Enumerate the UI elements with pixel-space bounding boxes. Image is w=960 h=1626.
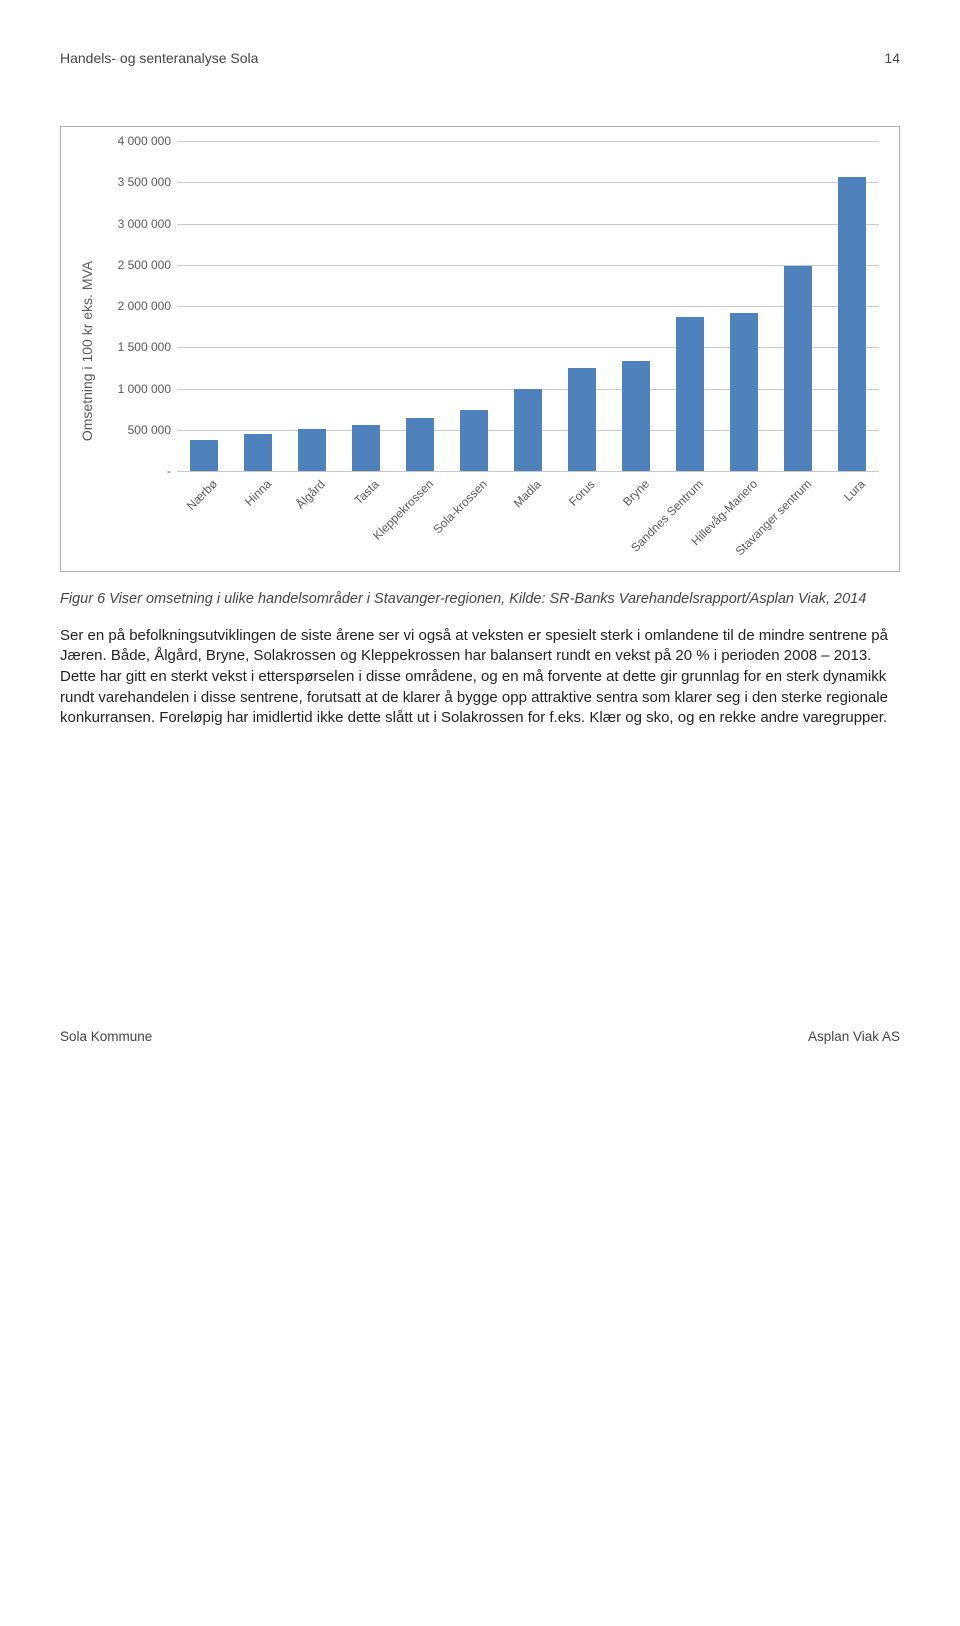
y-tick-label: - xyxy=(99,464,171,478)
figure-caption: Figur 6 Viser omsetning i ulike handelso… xyxy=(60,590,900,610)
x-tick-label: Ålgård xyxy=(293,477,327,511)
bar xyxy=(676,317,704,471)
bar xyxy=(406,418,434,471)
x-tick-label: Nærbø xyxy=(184,477,220,513)
bar xyxy=(298,429,326,471)
bars-area xyxy=(177,141,879,471)
y-tick-label: 4 000 000 xyxy=(99,134,171,148)
chart-plot: -500 0001 000 0001 500 0002 000 0002 500… xyxy=(99,141,879,471)
x-tick-label: Madla xyxy=(511,477,544,510)
bar xyxy=(622,361,650,471)
x-tick-label: Hinna xyxy=(242,477,274,509)
body-paragraph: Ser en på befolkningsutviklingen de sist… xyxy=(60,626,900,729)
x-tick-label: Lura xyxy=(841,477,868,504)
bar xyxy=(514,389,542,472)
page-header: Handels- og senteranalyse Sola 14 xyxy=(60,50,900,66)
x-tick-label: Bryne xyxy=(620,477,652,509)
header-page-number: 14 xyxy=(884,50,900,66)
footer-left: Sola Kommune xyxy=(60,1029,152,1044)
bar xyxy=(784,266,812,471)
bar xyxy=(244,434,272,471)
x-tick-label: Sola-krossen xyxy=(431,477,490,536)
y-tick-label: 500 000 xyxy=(99,423,171,437)
y-tick-label: 2 500 000 xyxy=(99,258,171,272)
bar xyxy=(352,425,380,471)
y-tick-label: 3 000 000 xyxy=(99,217,171,231)
bar xyxy=(190,440,218,471)
y-axis-label: Omsetning i 100 kr eks. MVA xyxy=(79,261,95,441)
header-title: Handels- og senteranalyse Sola xyxy=(60,50,258,66)
x-axis: NærbøHinnaÅlgårdTastaKleppekrossenSola-k… xyxy=(177,471,879,561)
revenue-chart: Omsetning i 100 kr eks. MVA - 500 000 1 00… xyxy=(60,126,900,572)
y-tick-label: 2 000 000 xyxy=(99,299,171,313)
bar xyxy=(460,410,488,471)
x-tick-label: Forus xyxy=(566,477,598,509)
x-tick-label: Tasta xyxy=(351,477,381,507)
bar xyxy=(730,313,758,471)
footer-right: Asplan Viak AS xyxy=(808,1029,900,1044)
y-tick-label: 3 500 000 xyxy=(99,175,171,189)
page-footer: Sola Kommune Asplan Viak AS xyxy=(60,1029,900,1044)
y-tick-label: 1 000 000 xyxy=(99,382,171,396)
bar xyxy=(568,368,596,471)
bar xyxy=(838,177,866,471)
y-tick-label: 1 500 000 xyxy=(99,340,171,354)
